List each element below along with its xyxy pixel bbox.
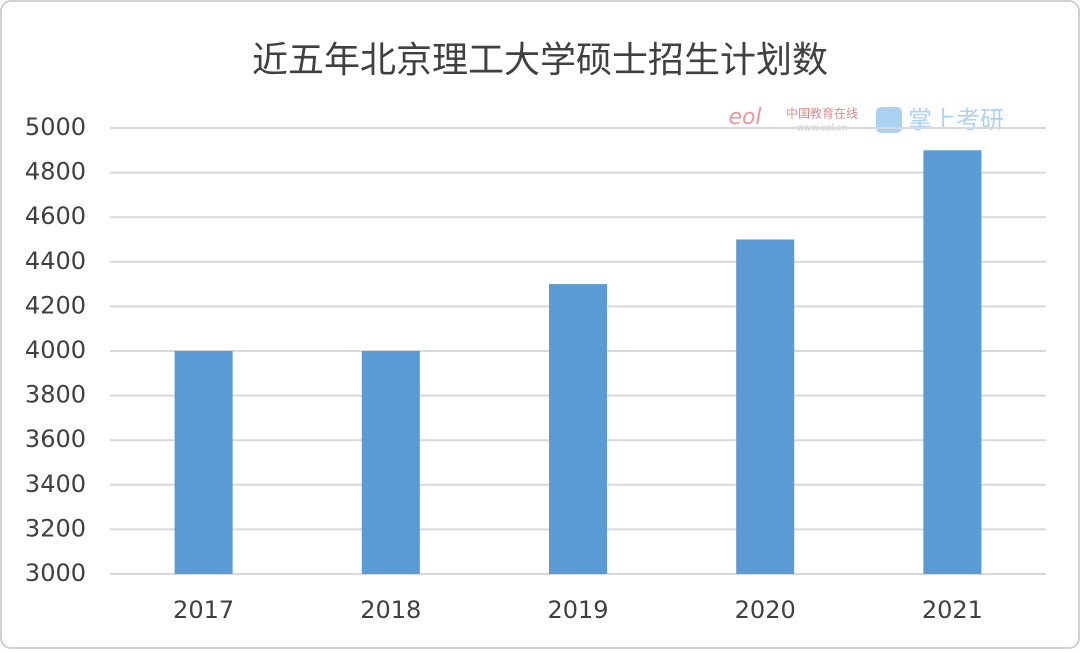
bar xyxy=(549,284,607,574)
y-tick-label: 3200 xyxy=(25,514,86,542)
bar xyxy=(736,239,795,574)
watermark: eol 中国教育在线 www.eol.cn 掌上考研 xyxy=(728,105,1004,134)
chart-title: 近五年北京理工大学硕士招生计划数 xyxy=(252,40,828,81)
y-tick-label: 4800 xyxy=(25,158,86,186)
y-tick-label: 4600 xyxy=(25,202,86,230)
x-tick-label: 2018 xyxy=(360,596,421,624)
y-tick-label: 4400 xyxy=(25,247,86,275)
watermark-logo: eol xyxy=(728,105,761,130)
y-tick-label: 3800 xyxy=(25,381,86,409)
bar xyxy=(923,150,982,575)
watermark-site-name: 中国教育在线 xyxy=(786,106,858,121)
watermark-icon xyxy=(876,107,902,133)
y-tick-label: 3000 xyxy=(25,559,86,587)
y-tick-label: 4200 xyxy=(25,291,86,319)
bar xyxy=(361,351,420,574)
y-tick-label: 3400 xyxy=(25,470,86,498)
x-tick-label: 2019 xyxy=(547,596,608,624)
y-tick-label: 4000 xyxy=(25,336,86,364)
bar xyxy=(174,351,233,574)
x-tick-label: 2017 xyxy=(173,596,234,624)
y-tick-label: 5000 xyxy=(25,113,86,141)
x-tick-label: 2021 xyxy=(922,596,983,624)
x-tick-label: 2020 xyxy=(735,596,796,624)
y-tick-label: 3600 xyxy=(25,425,86,453)
watermark-brand: 掌上考研 xyxy=(908,106,1004,134)
